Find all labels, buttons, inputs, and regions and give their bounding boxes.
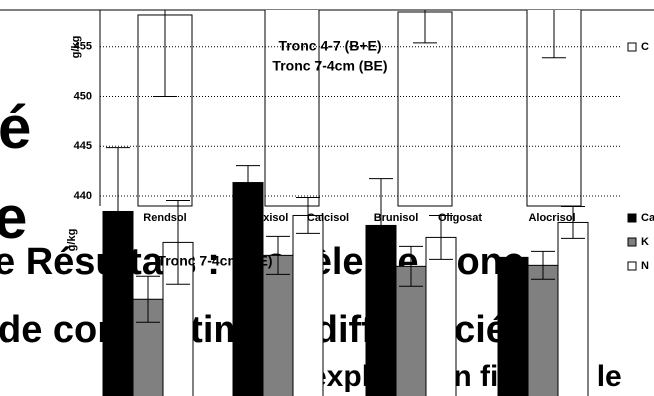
bar — [425, 236, 457, 396]
bar — [527, 264, 559, 396]
plot-area — [102, 10, 589, 396]
chart-title: Tronc 7-4cm (BE) — [157, 253, 272, 269]
error-bar — [296, 197, 320, 234]
bar — [497, 256, 529, 396]
legend-swatch — [627, 237, 637, 247]
x-tick-label: Calcisol — [307, 212, 349, 224]
slide-text: é — [0, 94, 31, 161]
bar — [397, 11, 453, 207]
y-tick-label: 445 — [74, 140, 92, 152]
error-bar — [531, 250, 555, 280]
x-tick-label: Oligosat — [438, 212, 482, 224]
y-axis-label: g/kg — [70, 36, 82, 59]
error-bar — [399, 245, 423, 287]
bar — [292, 214, 324, 396]
error-bar — [166, 200, 190, 285]
legend-label: K — [641, 236, 649, 248]
bar — [264, 10, 320, 207]
error-bar — [136, 275, 160, 323]
error-bar — [429, 214, 453, 260]
slide-text: e — [0, 184, 27, 251]
legend-label: N — [641, 260, 649, 272]
legend-label: C — [641, 41, 649, 53]
error-bar — [369, 178, 393, 273]
error-bar — [236, 165, 260, 201]
bar — [557, 221, 589, 396]
chart-subtitle: Tronc 7-4cm (BE) — [272, 58, 387, 74]
x-tick-label: Redoxisol — [236, 212, 289, 224]
y-tick-label: 455 — [74, 41, 92, 53]
error-bar — [561, 205, 585, 239]
y-tick-label: 440 — [74, 190, 92, 202]
legend-swatch — [627, 261, 637, 271]
error-bar — [413, 10, 437, 44]
legend-swatch — [627, 213, 637, 223]
legend-label: Ca — [641, 212, 654, 224]
chart-title: Tronc 4-7 (B+E) — [278, 38, 381, 54]
legend-swatch — [627, 42, 637, 52]
x-tick-label: Brunisol — [374, 212, 419, 224]
y-axis-label: g/kg — [66, 229, 78, 252]
error-bar — [106, 147, 130, 276]
error-bar — [542, 10, 566, 59]
x-tick-label: Alocrisol — [528, 212, 575, 224]
y-tick-label: 450 — [74, 90, 92, 102]
bar — [262, 254, 294, 396]
x-tick-label: Rendsol — [143, 212, 186, 224]
error-bar — [266, 235, 290, 275]
